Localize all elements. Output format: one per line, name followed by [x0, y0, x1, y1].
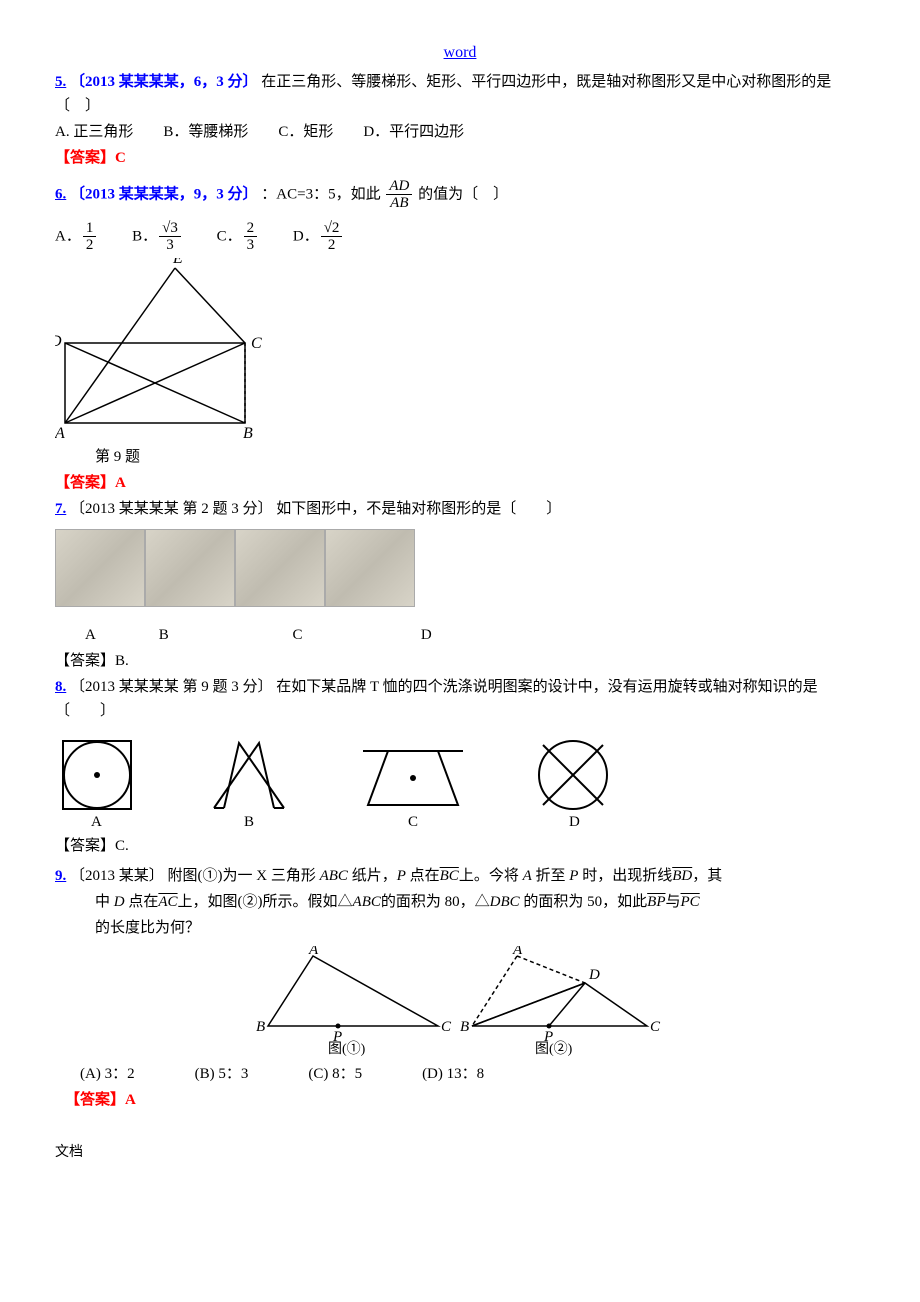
- q9-fig2: A B C D P 图(②): [457, 946, 667, 1056]
- q9-answer: A: [125, 1092, 136, 1108]
- q8-icon-a: A: [55, 733, 140, 828]
- q6-meta: 〔2013 某某某某，9，3 分〕: [70, 186, 258, 202]
- q6-answer: A: [115, 475, 126, 491]
- footer: 文档: [55, 1142, 865, 1164]
- q8-meta: 〔2013 某某某某 第 9 题 3 分〕: [70, 679, 273, 695]
- q9-answer-line: 【答案】A: [55, 1088, 865, 1112]
- q5-answer-label: 【答案】: [55, 150, 115, 166]
- q5-num: 5.: [55, 74, 66, 90]
- q8-answer-line: 【答案】C.: [55, 834, 865, 858]
- q7-answer: B.: [115, 653, 129, 669]
- q8-line1: 8. 〔2013 某某某某 第 9 题 3 分〕 在如下某品牌 T 恤的四个洗涤…: [55, 675, 865, 723]
- q6-frac: ADAB: [386, 178, 412, 212]
- svg-text:D: D: [55, 333, 62, 350]
- svg-text:C: C: [251, 335, 262, 352]
- q9-line1: 9. 〔2013 某某〕 附图(①)为一 X 三角形 ABC 纸片，P 点在BC…: [55, 864, 865, 888]
- q7-num: 7.: [55, 501, 66, 517]
- q6-options: A．12 B．√33 C．23 D．√22: [55, 220, 865, 254]
- q8-answer: C.: [115, 838, 129, 854]
- q9-line3: 的长度比为何？: [55, 916, 865, 940]
- svg-text:A: A: [91, 814, 102, 828]
- q6-answer-line: 【答案】A: [55, 471, 865, 495]
- svg-text:B: B: [460, 1019, 469, 1035]
- svg-text:B: B: [244, 814, 254, 828]
- svg-text:C: C: [441, 1019, 452, 1035]
- q6-stem-a: ：AC=3：5，如此: [261, 186, 380, 202]
- q6-stem-b: 的值为〔 〕: [418, 186, 508, 202]
- svg-text:A: A: [55, 425, 65, 442]
- q6-answer-label: 【答案】: [55, 475, 115, 491]
- q9-num: 9.: [55, 868, 66, 884]
- svg-text:图(①): 图(①): [328, 1041, 366, 1056]
- svg-text:图(②): 图(②): [535, 1041, 573, 1056]
- q9-line2: 中 D 点在AC上，如图(②)所示。假如△ABC的面积为 80，△DBC 的面积…: [55, 890, 865, 914]
- q9-options: (A) 3：2 (B) 5：3 (C) 8：5 (D) 13：8: [55, 1062, 865, 1086]
- svg-text:C: C: [650, 1019, 661, 1035]
- q7-line1: 7. 〔2013 某某某某 第 2 题 3 分〕 如下图形中，不是轴对称图形的是…: [55, 497, 865, 521]
- svg-text:C: C: [408, 814, 418, 828]
- q6-num: 6.: [55, 186, 66, 202]
- q9-fig1: A B C P 图(①): [253, 946, 453, 1056]
- q7-letters: A B C D: [55, 623, 865, 647]
- q8-answer-label: 【答案】: [55, 838, 115, 854]
- q9-meta: 〔2013 某某〕: [70, 868, 164, 884]
- q5-answer-line: 【答案】C: [55, 146, 865, 170]
- svg-text:B: B: [243, 425, 253, 442]
- q8-icon-c: C: [358, 733, 468, 828]
- q5-options: A. 正三角形 B．等腰梯形 C．矩形 D．平行四边形: [55, 120, 865, 144]
- svg-text:B: B: [256, 1019, 265, 1035]
- svg-text:A: A: [512, 946, 523, 958]
- header-word: word: [55, 40, 865, 66]
- q6-line1: 6. 〔2013 某某某某，9，3 分〕 ：AC=3：5，如此 ADAB 的值为…: [55, 178, 865, 212]
- svg-text:E: E: [172, 258, 183, 267]
- q8-icon-d: D: [531, 733, 616, 828]
- q7-answer-label: 【答案】: [55, 653, 115, 669]
- q8-num: 8.: [55, 679, 66, 695]
- q5-line1: 5. 〔2013 某某某某，6，3 分〕 在正三角形、等腰梯形、矩形、平行四边形…: [55, 70, 865, 118]
- q6-caption: 第 9 题: [55, 445, 865, 469]
- q5-meta: 〔2013 某某某某，6，3 分〕: [70, 74, 258, 90]
- q5-answer: C: [115, 150, 126, 166]
- q7-meta: 〔2013 某某某某 第 2 题 3 分〕: [70, 501, 273, 517]
- svg-text:D: D: [569, 814, 580, 828]
- q7-stem: 如下图形中，不是轴对称图形的是〔 〕: [276, 501, 561, 517]
- q6-diagram: A B C D E: [55, 258, 275, 443]
- q7-answer-line: 【答案】B.: [55, 649, 865, 673]
- q8-icon-b: B: [204, 733, 294, 828]
- q8-icons: A B C D: [55, 733, 865, 828]
- q9-figures: A B C P 图(①) A B C D P 图(②): [55, 946, 865, 1056]
- svg-text:D: D: [588, 967, 600, 983]
- q7-images: [55, 529, 865, 615]
- svg-text:A: A: [308, 946, 319, 958]
- q9-answer-label: 【答案】: [65, 1092, 125, 1108]
